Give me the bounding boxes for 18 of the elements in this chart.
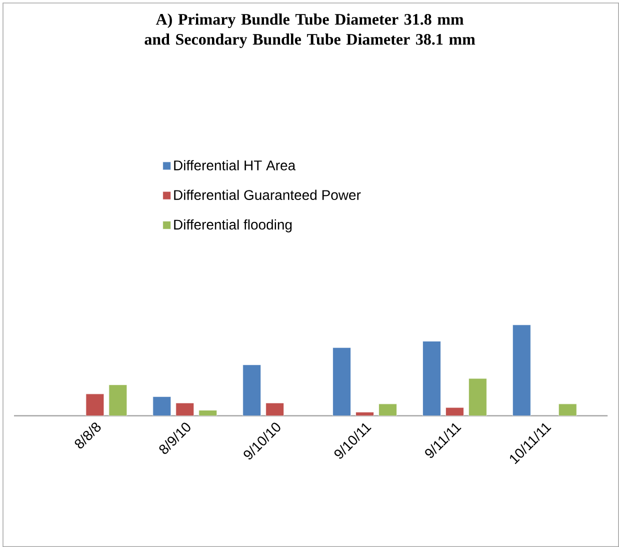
bar	[266, 402, 284, 416]
bar	[332, 347, 351, 416]
legend-label: Differential Guaranteed Power	[174, 190, 361, 200]
chart-title: A) Primary Bundle Tube Diameter 31.8 mm and Secondary Bundle Tube Diameter 38.1 mm	[144, 13, 476, 48]
bar	[108, 384, 128, 416]
bar	[152, 396, 172, 416]
bar	[356, 412, 374, 416]
bar	[176, 402, 194, 416]
bar	[558, 404, 577, 416]
bar	[86, 394, 104, 416]
bar	[446, 407, 464, 416]
bar	[242, 364, 262, 416]
bar	[378, 404, 397, 416]
bar	[422, 341, 441, 416]
legend-label: Differential HT Area	[174, 160, 296, 170]
legend-label: Differential flooding	[174, 219, 292, 232]
bar	[512, 324, 531, 416]
bar	[468, 378, 487, 416]
